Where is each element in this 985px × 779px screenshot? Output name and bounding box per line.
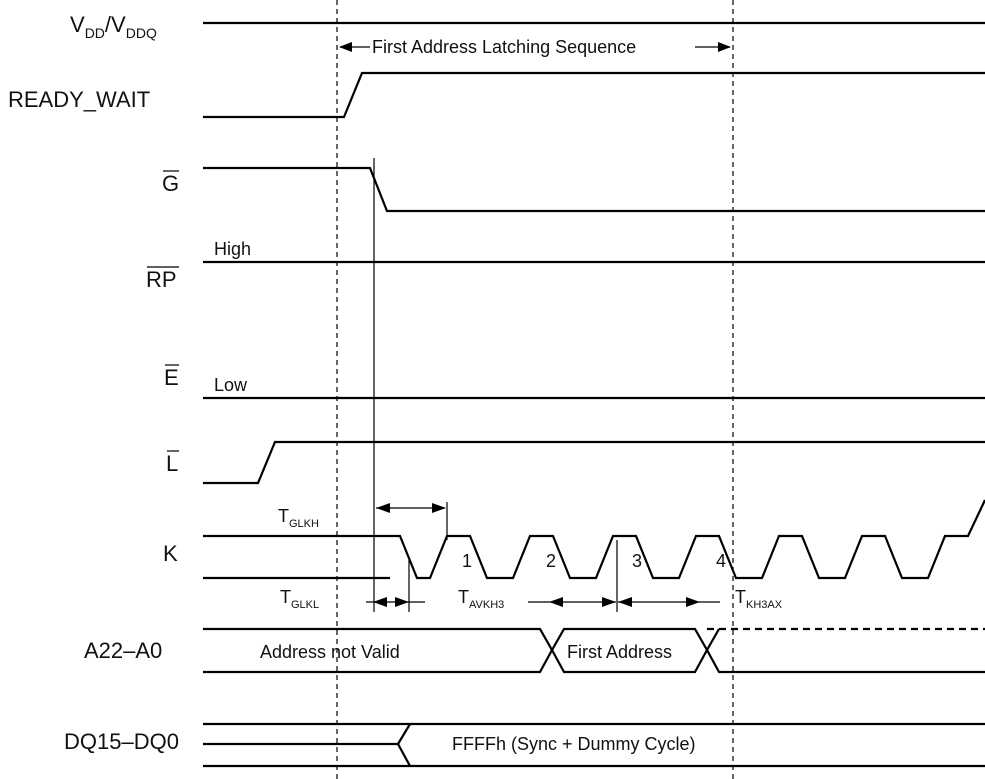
signal-label-e: E: [164, 365, 179, 390]
tkh3ax-label: TKH3AX: [735, 587, 783, 611]
latch-arrowhead-right: [718, 42, 731, 52]
signal-label-rp: RP: [146, 267, 177, 292]
signal-label-ready-wait: READY_WAIT: [8, 87, 150, 112]
clock-edge-2: 2: [546, 551, 556, 571]
tglkl-label: TGLKL: [280, 587, 319, 611]
dq-value-label: FFFFh (Sync + Dummy Cycle): [452, 734, 696, 754]
first-address-label: First Address: [567, 642, 672, 662]
signal-label-dq: DQ15–DQ0: [64, 729, 179, 754]
addr-bus-lower-tail: [706, 649, 985, 674]
addr-bus-lower: [203, 647, 708, 674]
clock-edge-4: 4: [716, 551, 726, 571]
addr-bus-upper-tail-join: [706, 628, 720, 651]
signal-label-l: L: [166, 451, 178, 476]
tglkh-arrowhead-right: [432, 503, 446, 513]
tglkl-arrowhead-left: [373, 597, 387, 607]
signal-label-vdd: VDD/VDDQ: [70, 12, 157, 41]
tglkh-arrowhead-left: [376, 503, 390, 513]
addr-bus-upper: [203, 627, 708, 653]
k-waveform: [390, 499, 985, 580]
latch-arrowhead-left: [339, 42, 352, 52]
tavkh3-arrowhead-left: [549, 597, 563, 607]
e-low-label: Low: [214, 375, 248, 395]
dq-transition: [397, 723, 411, 745]
addr-not-valid-label: Address not Valid: [260, 642, 400, 662]
signal-label-addr: A22–A0: [84, 638, 162, 663]
clock-edge-1: 1: [462, 551, 472, 571]
ready-wait-waveform: [203, 71, 985, 119]
tkh3ax-arrowhead-left: [618, 597, 632, 607]
tglkh-label: TGLKH: [278, 506, 319, 530]
signal-label-g: G: [162, 171, 179, 196]
tglkl-arrowhead-right: [395, 597, 409, 607]
tavkh3-label: TAVKH3: [458, 587, 504, 611]
signal-label-k: K: [163, 541, 178, 566]
clock-edge-3: 3: [632, 551, 642, 571]
g-waveform: [203, 166, 985, 213]
latch-seq-label: First Address Latching Sequence: [372, 37, 636, 57]
tkh3ax-arrowhead-right: [686, 597, 700, 607]
tavkh3-arrowhead-right: [602, 597, 616, 607]
l-waveform: [203, 440, 985, 485]
dq-transition-low: [397, 743, 411, 767]
rp-high-label: High: [214, 239, 251, 259]
